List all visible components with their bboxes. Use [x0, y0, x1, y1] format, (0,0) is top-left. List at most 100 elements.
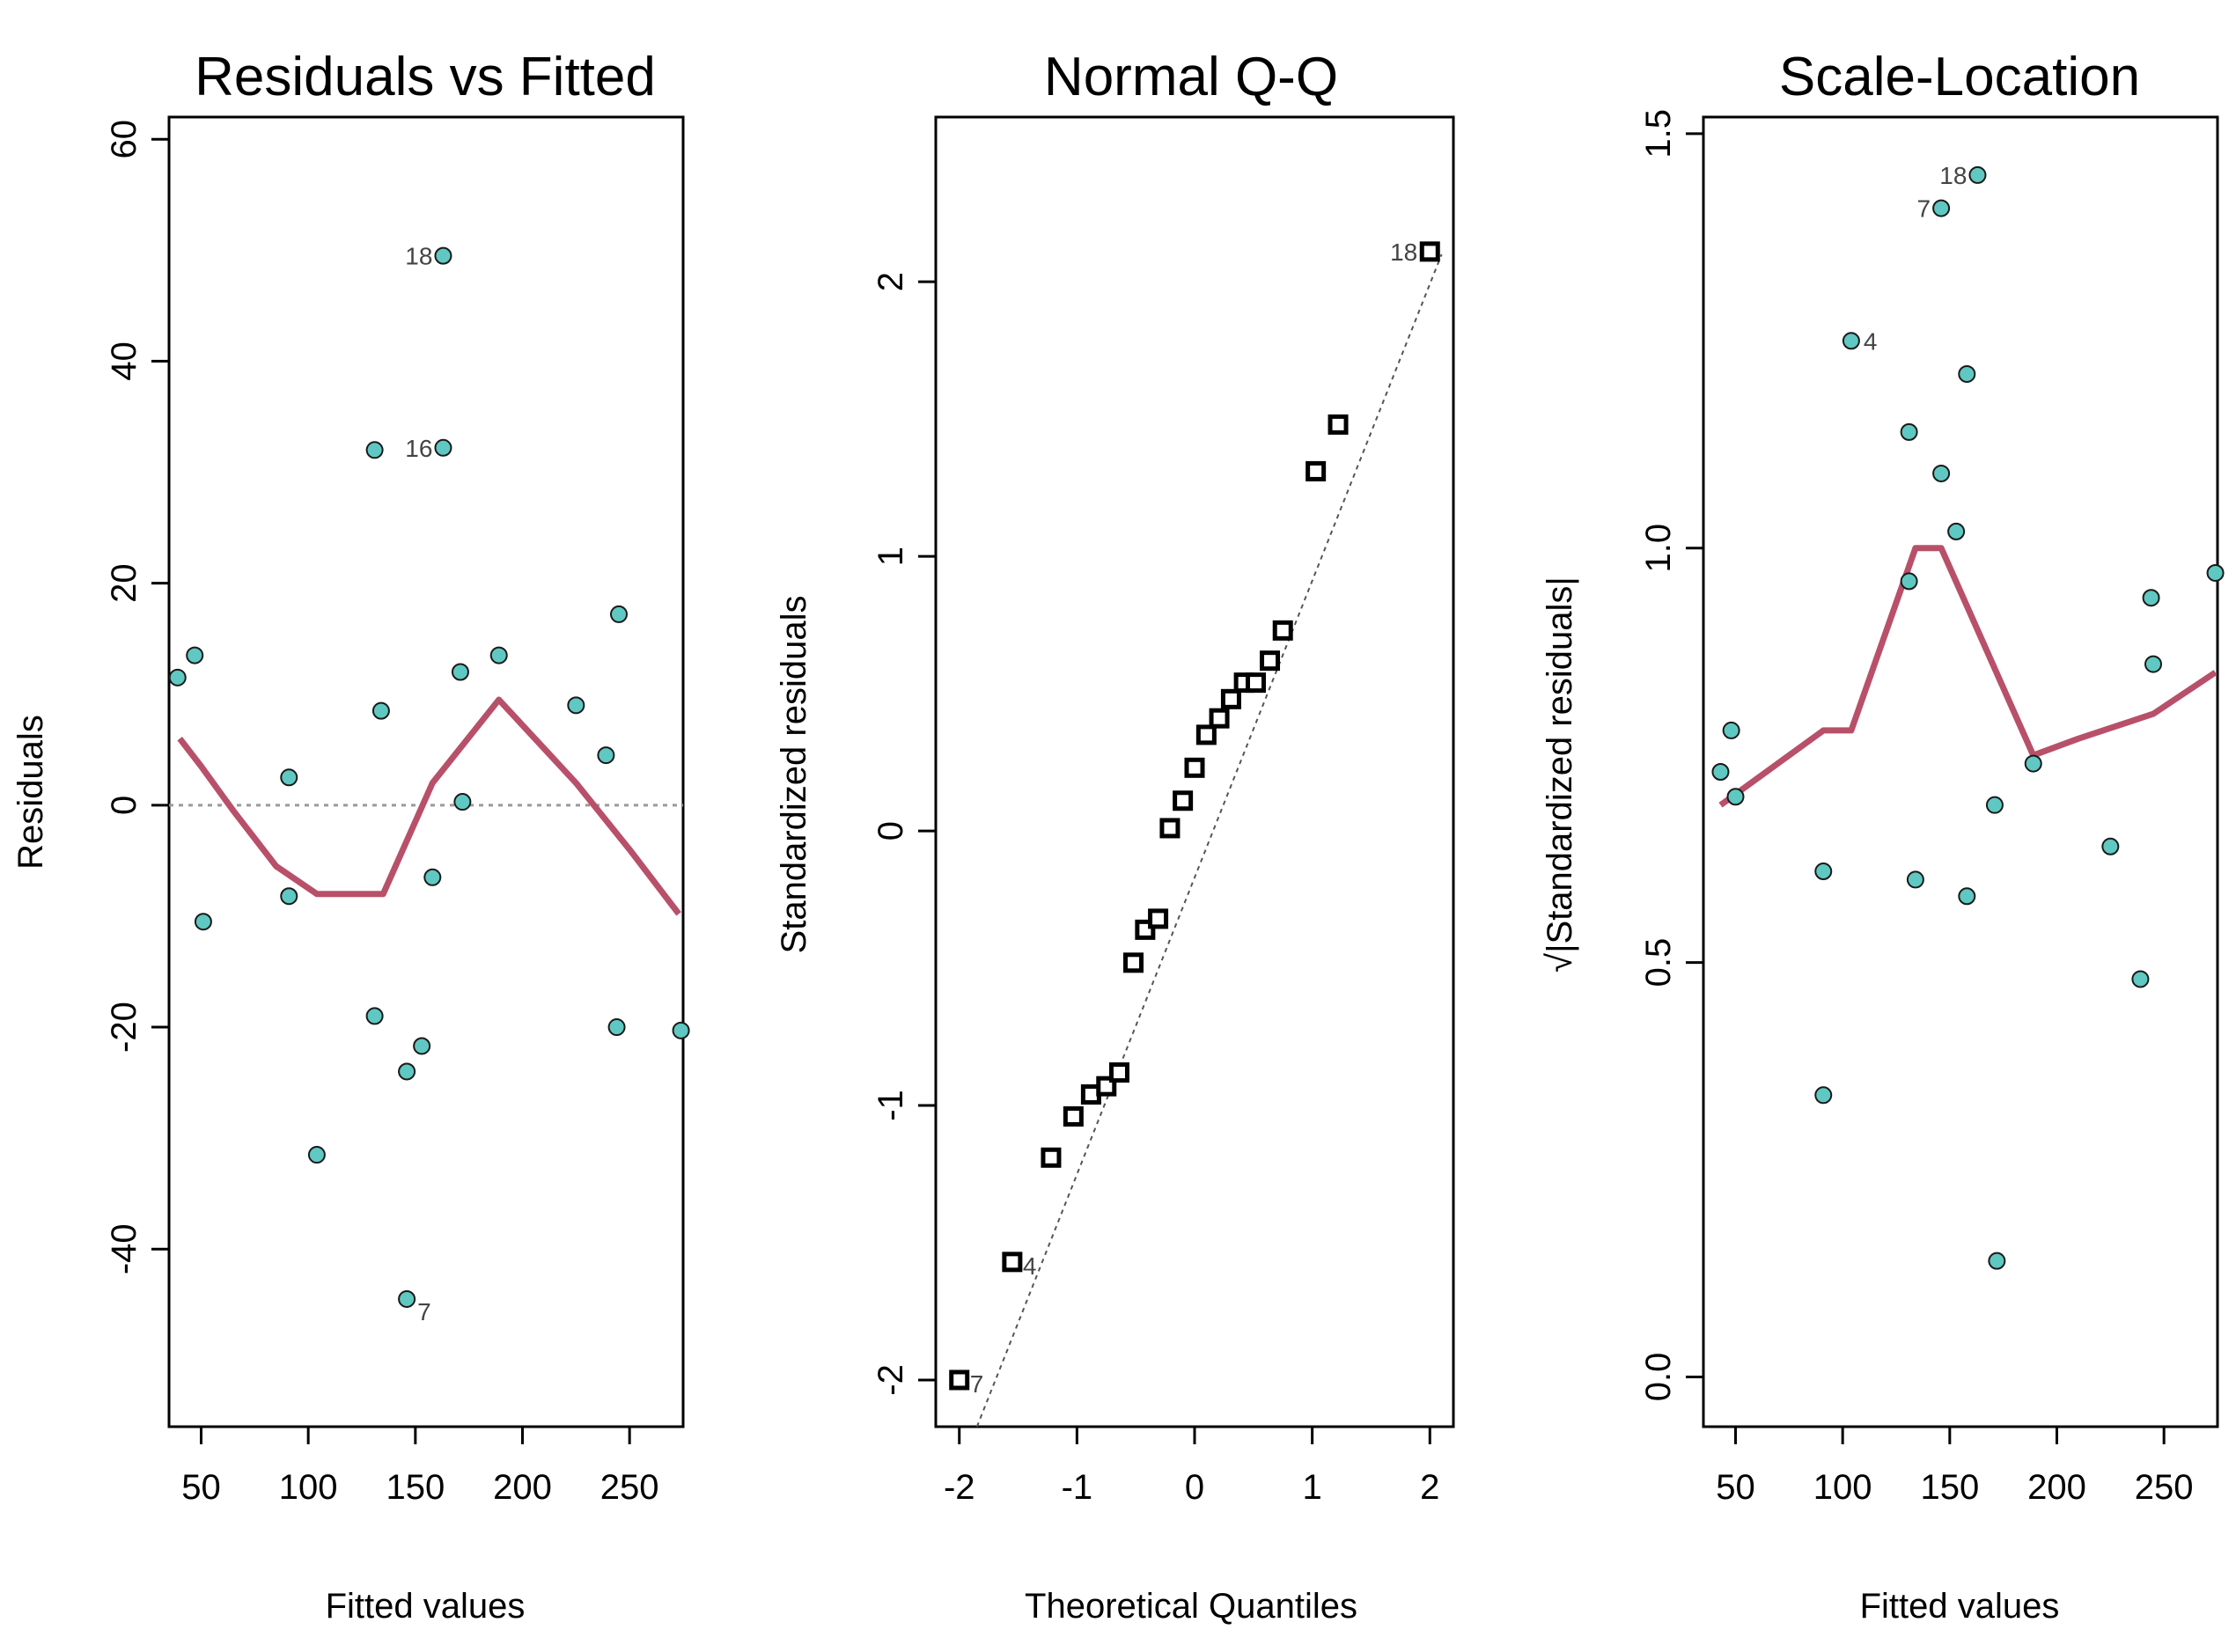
- data-point: [365, 441, 384, 459]
- y-tick-label: -2: [872, 1364, 910, 1396]
- data-point: [2144, 655, 2162, 673]
- outlier-label: 7: [970, 1370, 984, 1398]
- x-tick-label: 200: [493, 1468, 552, 1507]
- data-point: [2024, 754, 2042, 773]
- outlier-label: 16: [405, 435, 432, 462]
- data-point: [1108, 1062, 1129, 1083]
- title-residuals-vs-fitted: Residuals vs Fitted: [195, 47, 656, 107]
- data-point: [1260, 650, 1281, 672]
- qq-reference-line: [975, 253, 1443, 1428]
- y-tick-label: 0.5: [1639, 938, 1678, 988]
- data-point: [1220, 688, 1241, 709]
- data-point: [413, 1037, 431, 1055]
- data-point: [1968, 165, 1987, 184]
- ylabel-residuals-vs-fitted: Residuals: [11, 715, 50, 870]
- data-point: [1900, 572, 1918, 591]
- data-point: [168, 668, 187, 686]
- data-point: [280, 887, 298, 906]
- data-point: [2142, 589, 2160, 607]
- panel-scale-location: Scale-Location 50 100 150 200 250 0.0 0.5 1.0 1.…: [1541, 47, 2225, 1626]
- data-point: [1958, 887, 1976, 906]
- data-point: [1272, 620, 1293, 641]
- data-point: [434, 246, 452, 265]
- ylabel-scale-location: √|Standardized residuals|: [1541, 576, 1579, 973]
- data-point: [1958, 364, 1976, 383]
- marks-normal-qq: -2 -1 0 1 2 -2 -1 0 1 2 7 4 18: [872, 239, 1443, 1507]
- data-point: [672, 1021, 690, 1039]
- y-tick-label: 60: [105, 120, 143, 159]
- y-tick-label: 20: [105, 563, 143, 603]
- x-tick-label: 50: [181, 1468, 221, 1507]
- data-point: [1711, 763, 1730, 781]
- ylabel-normal-qq: Standardized residuals: [775, 596, 813, 954]
- data-point: [398, 1289, 416, 1308]
- data-point: [1419, 241, 1440, 262]
- outlier-label: 7: [1917, 195, 1931, 223]
- data-point: [186, 646, 204, 664]
- data-point: [1063, 1105, 1084, 1127]
- y-tick-label: 0: [105, 796, 143, 815]
- x-tick-label: 150: [386, 1468, 445, 1507]
- title-normal-qq: Normal Q-Q: [1044, 47, 1338, 107]
- y-tick-label: 2: [872, 272, 910, 291]
- y-tick-label: -20: [105, 1002, 143, 1053]
- xlabel-scale-location: Fitted values: [1860, 1587, 2060, 1626]
- smooth-line: [1718, 545, 2218, 808]
- x-tick-label: 250: [600, 1468, 659, 1507]
- data-point: [1123, 952, 1144, 973]
- data-point: [1932, 199, 1951, 217]
- data-point: [1148, 908, 1169, 929]
- data-point: [949, 1369, 970, 1391]
- data-point: [280, 768, 298, 787]
- data-point: [607, 1018, 626, 1037]
- marks-scale-location: 50 100 150 200 250 0.0 0.5 1.0 1.5 4 7 18: [1639, 109, 2225, 1507]
- x-tick-label: -2: [944, 1468, 975, 1507]
- plot-frame-residuals-vs-fitted: [167, 115, 685, 1428]
- data-point: [2206, 563, 2225, 582]
- data-point: [451, 663, 469, 681]
- outlier-label: 4: [1023, 1252, 1037, 1280]
- data-point: [1173, 790, 1194, 811]
- y-tick-label: 1.0: [1639, 524, 1678, 573]
- outlier-label: 18: [1390, 239, 1417, 266]
- smooth-line: [177, 696, 681, 916]
- data-point: [423, 868, 442, 886]
- x-tick-label: 0: [1185, 1468, 1204, 1507]
- y-tick-label: 40: [105, 341, 143, 381]
- y-tick-label: -40: [105, 1223, 143, 1274]
- marks-residuals-vs-fitted: 50 100 150 200 250 -40 -20 0 20 40 60 7 18 16: [105, 120, 690, 1507]
- x-tick-label: 100: [279, 1468, 338, 1507]
- data-point: [194, 913, 212, 931]
- data-point: [1947, 522, 1966, 540]
- x-tick-label: 2: [1420, 1468, 1439, 1507]
- data-point: [434, 438, 452, 457]
- outlier-label: 7: [417, 1298, 431, 1325]
- xlabel-normal-qq: Theoretical Quantiles: [1025, 1587, 1357, 1626]
- data-point: [2131, 970, 2150, 988]
- data-point: [453, 793, 472, 811]
- x-tick-label: 1: [1303, 1468, 1322, 1507]
- data-point: [1184, 757, 1205, 778]
- data-point: [1906, 870, 1924, 889]
- y-tick-label: 0.0: [1639, 1353, 1678, 1402]
- x-tick-label: -1: [1062, 1468, 1093, 1507]
- data-point: [1900, 422, 1918, 441]
- data-point: [1726, 788, 1745, 806]
- data-point: [1722, 721, 1740, 739]
- data-point: [1842, 332, 1860, 350]
- y-tick-label: -1: [872, 1090, 910, 1121]
- data-point: [610, 605, 628, 623]
- y-tick-label: 0: [872, 821, 910, 841]
- data-point: [1041, 1147, 1062, 1168]
- data-point: [1002, 1252, 1023, 1273]
- xlabel-residuals-vs-fitted: Fitted values: [326, 1587, 526, 1626]
- x-tick-label: 250: [2135, 1468, 2194, 1507]
- title-scale-location: Scale-Location: [1779, 47, 2140, 107]
- outlier-label: 18: [405, 243, 432, 270]
- data-point: [2101, 837, 2120, 855]
- x-tick-label: 50: [1716, 1468, 1755, 1507]
- outlier-label: 4: [1864, 327, 1878, 355]
- data-point: [1209, 708, 1230, 729]
- data-point: [1245, 672, 1266, 694]
